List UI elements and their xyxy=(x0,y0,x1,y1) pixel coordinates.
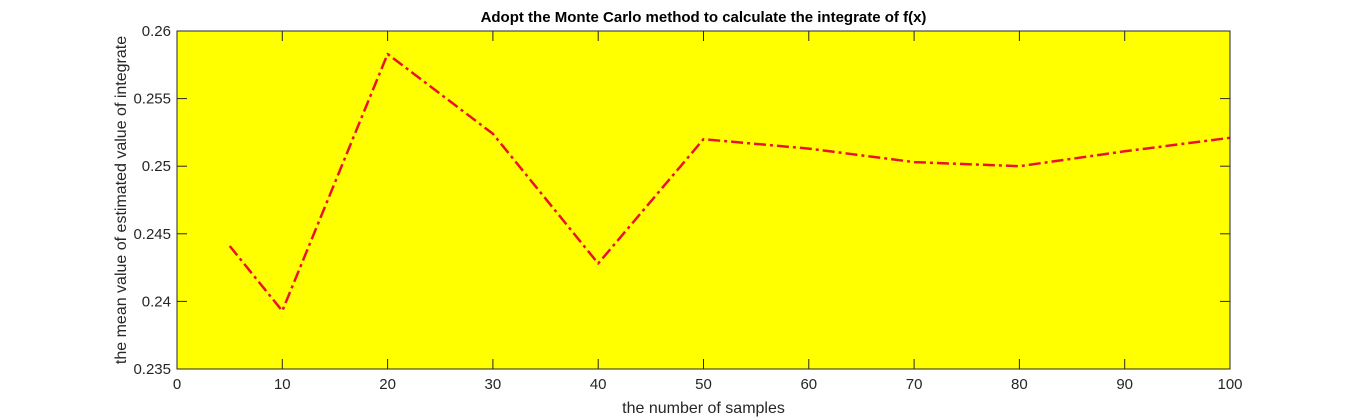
plot-area xyxy=(177,31,1230,369)
x-tick-label: 40 xyxy=(590,376,607,393)
x-tick-label: 30 xyxy=(485,376,502,393)
y-tick-label: 0.25 xyxy=(142,158,171,175)
series-line xyxy=(228,52,1231,313)
y-tick-label: 0.26 xyxy=(142,23,171,40)
y-tick-label: 0.245 xyxy=(133,226,171,243)
x-tick-label: 90 xyxy=(1116,376,1133,393)
x-tick-label: 100 xyxy=(1217,376,1242,393)
y-tick-label: 0.24 xyxy=(142,293,171,310)
series xyxy=(228,52,1231,313)
x-tick-label: 70 xyxy=(906,376,923,393)
x-tick-label: 0 xyxy=(173,376,181,393)
x-tick-label: 50 xyxy=(695,376,712,393)
x-axis-label: the number of samples xyxy=(622,400,785,417)
y-axis-label: the mean value of estimated value of int… xyxy=(113,36,130,364)
tick-labels: 0 10 20 30 40 50 60 70 80 90 100 0.235 0.24 0.245 0.25… xyxy=(133,23,1242,393)
y-tick-label: 0.255 xyxy=(133,91,171,108)
chart-title: Adopt the Monte Carlo method to calculat… xyxy=(481,9,927,26)
axes-box xyxy=(176,30,1231,370)
x-tick-label: 20 xyxy=(379,376,396,393)
x-tick-label: 60 xyxy=(800,376,817,393)
y-tick-label: 0.235 xyxy=(133,361,171,378)
x-tick-label: 10 xyxy=(274,376,291,393)
x-tick-label: 80 xyxy=(1011,376,1028,393)
